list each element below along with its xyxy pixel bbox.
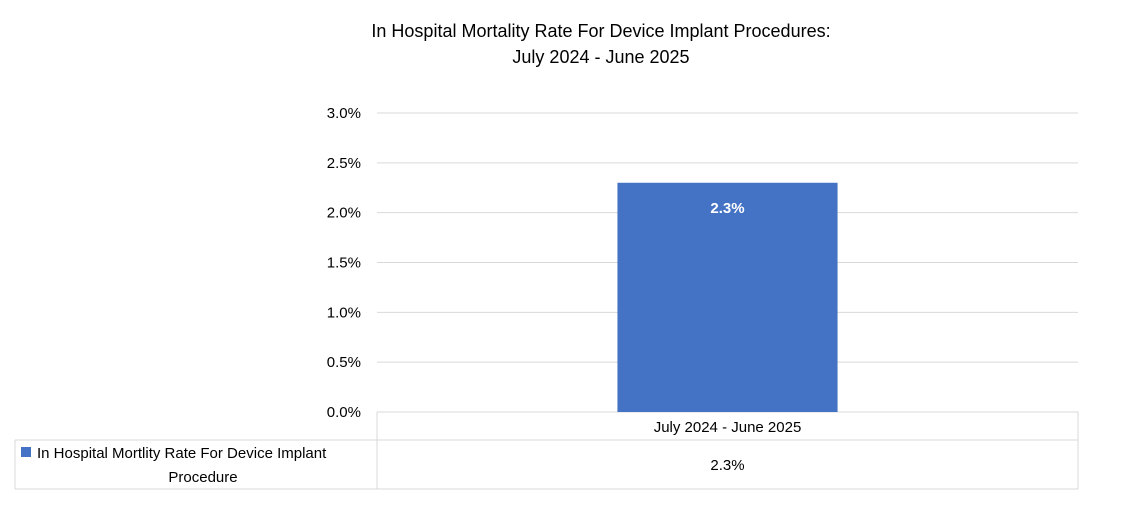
y-tick-label: 1.5% [327,255,361,272]
chart-title: In Hospital Mortality Rate For Device Im… [0,18,1142,70]
y-tick-label: 2.5% [327,155,361,172]
series-name-line1: In Hospital Mortlity Rate For Device Imp… [37,445,327,462]
bar [617,182,838,412]
y-tick-label: 2.0% [327,205,361,222]
y-tick-label: 3.0% [327,105,361,122]
table-value-cell: 2.3% [710,457,744,474]
y-tick-label: 0.5% [327,354,361,371]
chart-title-line2: July 2024 - June 2025 [512,47,690,67]
series-name-line2: Procedure [168,469,237,486]
y-axis-ticks: 0.0% 0.5% 1.0% 1.5% 2.0% 2.5% 3.0% [327,105,361,421]
y-tick-label: 0.0% [327,404,361,421]
y-tick-label: 1.0% [327,304,361,321]
bar-data-label: 2.3% [710,200,744,217]
chart-title-line1: In Hospital Mortality Rate For Device Im… [371,21,831,41]
gridlines [377,112,1078,413]
data-table: 2.3% July 2024 - June 2025 In Hospital Mor… [14,412,1079,490]
bars: 2.3% [617,182,838,412]
x-category-label: July 2024 - June 2025 [654,419,802,436]
legend-swatch [21,447,31,457]
